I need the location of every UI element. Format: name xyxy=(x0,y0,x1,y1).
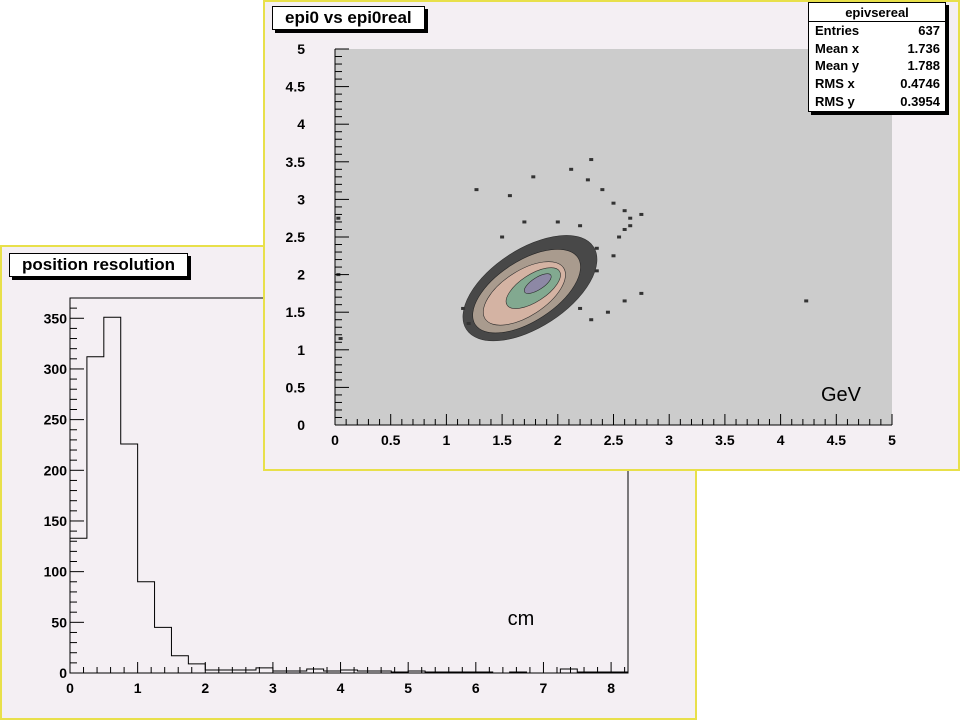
x-tick-label: 3 xyxy=(269,680,277,696)
contour-frame xyxy=(335,49,892,425)
y-tick-label: 0 xyxy=(297,417,305,433)
data-point xyxy=(605,310,610,314)
data-point xyxy=(336,216,341,220)
data-point xyxy=(569,167,574,171)
data-point xyxy=(338,337,343,341)
x-tick-label: 1 xyxy=(134,680,142,696)
data-point xyxy=(617,235,622,239)
data-point xyxy=(628,216,633,220)
x-tick-label: 2 xyxy=(201,680,209,696)
x-tick-label: 2.5 xyxy=(604,432,624,448)
x-tick-label: 5 xyxy=(888,432,896,448)
data-point xyxy=(531,175,536,179)
x-tick-label: 0 xyxy=(66,680,74,696)
data-point xyxy=(585,178,590,182)
stats-value: 637 xyxy=(918,23,940,38)
data-point xyxy=(804,299,809,303)
x-tick-label: 7 xyxy=(540,680,548,696)
x-tick-label: 8 xyxy=(607,680,615,696)
data-point xyxy=(589,158,594,162)
x-tick-label: 0.5 xyxy=(381,432,401,448)
y-tick-label: 250 xyxy=(44,412,68,428)
x-tick-label: 3 xyxy=(665,432,673,448)
data-point xyxy=(500,235,505,239)
stats-row: Mean y 1.788 xyxy=(809,57,945,75)
data-point xyxy=(639,291,644,295)
data-point xyxy=(622,227,627,231)
contour-canvas[interactable]: 0 0.5 1 1.5 2 2.5 3 3.5 4 4.5 5 0 0.5 1 1.5 2 2.5 3 3.5 4 4.… xyxy=(263,0,960,471)
y-tick-label: 300 xyxy=(44,361,68,377)
data-point xyxy=(622,299,627,303)
data-point xyxy=(555,220,560,224)
data-point xyxy=(639,212,644,216)
y-tick-label: 3.5 xyxy=(286,154,306,170)
stats-label: Mean y xyxy=(815,58,860,74)
x-tick-label: 5 xyxy=(404,680,412,696)
data-point xyxy=(578,306,583,310)
y-tick-label: 350 xyxy=(44,310,68,326)
data-point xyxy=(611,201,616,205)
histogram-bars xyxy=(69,316,629,674)
x-tick-label: 4.5 xyxy=(827,432,847,448)
data-point xyxy=(628,224,633,228)
x-tick-label: 6 xyxy=(472,680,480,696)
data-point xyxy=(589,318,594,322)
stats-value: 1.736 xyxy=(907,40,940,56)
contour-level-4 xyxy=(523,273,552,294)
y-tick-label: 0 xyxy=(59,665,67,681)
x-tick-label: 1 xyxy=(443,432,451,448)
contour-title: epi0 vs epi0real xyxy=(272,6,425,30)
y-tick-label: 1 xyxy=(297,342,305,358)
stats-row: RMS x 0.4746 xyxy=(809,75,945,93)
y-tick-label: 0.5 xyxy=(286,379,306,395)
stats-value: 1.788 xyxy=(907,58,940,74)
stats-value: 0.3954 xyxy=(900,93,940,109)
x-tick-label: 4 xyxy=(337,680,345,696)
x-tick-label: 0 xyxy=(331,432,339,448)
data-point xyxy=(611,254,616,258)
stats-label: RMS x xyxy=(815,76,855,92)
stats-label: RMS y xyxy=(815,93,855,109)
data-point xyxy=(474,188,479,192)
y-tick-label: 4 xyxy=(297,116,305,132)
histogram-title: position resolution xyxy=(9,253,188,277)
stats-row: Mean x 1.736 xyxy=(809,40,945,58)
x-tick-label: 4 xyxy=(777,432,785,448)
y-tick-label: 5 xyxy=(297,41,305,57)
stats-row: Entries 637 xyxy=(809,22,945,40)
data-point xyxy=(622,209,627,213)
data-point xyxy=(600,188,605,192)
histogram-unit-label: cm xyxy=(508,608,535,630)
y-tick-label: 3 xyxy=(297,191,305,207)
contour-unit-label: GeV xyxy=(821,384,862,406)
stats-row: RMS y 0.3954 xyxy=(809,93,945,111)
stats-title: epivsereal xyxy=(809,3,945,22)
data-point xyxy=(507,194,512,198)
y-tick-label: 2.5 xyxy=(286,229,306,245)
data-point xyxy=(522,220,527,224)
y-tick-label: 200 xyxy=(44,462,68,478)
stats-box[interactable]: epivsereal Entries 637 Mean x 1.736 Mean y 1.… xyxy=(808,2,946,112)
y-tick-label: 4.5 xyxy=(286,79,306,95)
y-tick-label: 100 xyxy=(44,564,68,580)
x-tick-label: 2 xyxy=(554,432,562,448)
data-point xyxy=(594,269,599,273)
data-point xyxy=(466,321,471,325)
data-point xyxy=(461,306,466,310)
x-tick-label: 1.5 xyxy=(492,432,512,448)
x-tick-label: 3.5 xyxy=(715,432,735,448)
data-point xyxy=(594,246,599,250)
y-tick-label: 1.5 xyxy=(286,304,306,320)
y-tick-label: 50 xyxy=(51,614,67,630)
stats-label: Mean x xyxy=(815,40,860,56)
data-point xyxy=(578,224,583,228)
y-tick-label: 150 xyxy=(44,513,68,529)
contour-plot: 0 0.5 1 1.5 2 2.5 3 3.5 4 4.5 5 0 0.5 1 1.5 2 2.5 3 3.5 4 4.… xyxy=(286,41,897,448)
y-tick-label: 2 xyxy=(297,267,305,283)
stats-value: 0.4746 xyxy=(900,76,940,92)
stats-label: Entries xyxy=(815,23,860,38)
